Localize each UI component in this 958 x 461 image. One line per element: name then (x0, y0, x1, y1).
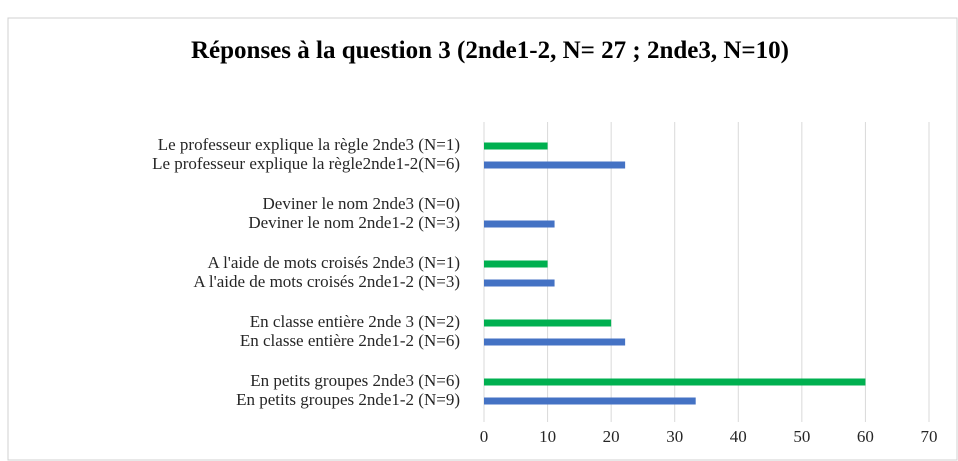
bar (484, 397, 696, 405)
y-tick-label: Le professeur explique la règle 2nde3 (N… (158, 135, 460, 154)
bar (484, 260, 548, 268)
y-tick-label: Le professeur explique la règle2nde1-2(N… (152, 154, 460, 173)
y-tick-label: Deviner le nom 2nde1-2 (N=3) (248, 213, 460, 232)
y-tick-label: En petits groupes 2nde1-2 (N=9) (236, 390, 460, 409)
y-tick-label: A l'aide de mots croisés 2nde1-2 (N=3) (193, 272, 460, 291)
x-tick-label: 50 (793, 427, 810, 446)
bar (484, 338, 626, 346)
y-tick-label: En classe entière 2nde1-2 (N=6) (240, 331, 460, 350)
chart-title: Réponses à la question 3 (2nde1-2, N= 27… (191, 37, 789, 64)
x-tick-label: 60 (857, 427, 874, 446)
x-tick-label: 70 (921, 427, 938, 446)
x-tick-label: 20 (603, 427, 620, 446)
y-tick-label: En classe entière 2nde 3 (N=2) (250, 312, 460, 331)
bar (484, 378, 866, 386)
x-tick-label: 0 (480, 427, 489, 446)
x-tick-label: 30 (666, 427, 683, 446)
y-tick-label: Deviner le nom 2nde3 (N=0) (263, 194, 460, 213)
bar (484, 319, 612, 327)
bar (484, 220, 555, 228)
y-tick-label: A l'aide de mots croisés 2nde3 (N=1) (208, 253, 461, 272)
bar (484, 142, 548, 150)
chart-border (7, 17, 958, 461)
x-tick-label: 10 (539, 427, 556, 446)
y-tick-label: En petits groupes 2nde3 (N=6) (250, 371, 460, 390)
bar (484, 279, 555, 287)
x-tick-label: 40 (730, 427, 747, 446)
bar (484, 161, 626, 169)
